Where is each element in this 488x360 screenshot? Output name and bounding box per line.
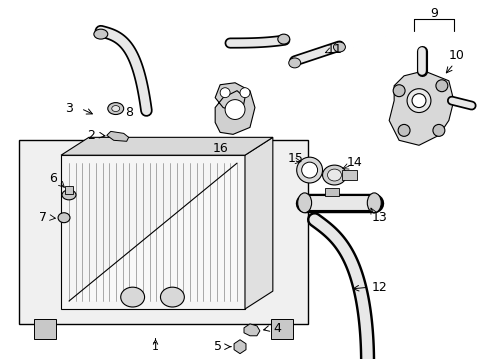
- Text: 5: 5: [214, 340, 222, 353]
- Ellipse shape: [121, 287, 144, 307]
- Polygon shape: [61, 137, 272, 155]
- Ellipse shape: [240, 88, 249, 98]
- Ellipse shape: [58, 213, 70, 223]
- Ellipse shape: [94, 29, 107, 39]
- Ellipse shape: [432, 125, 444, 136]
- Bar: [61, 155, 244, 309]
- Text: 8: 8: [124, 106, 132, 119]
- Ellipse shape: [288, 58, 300, 68]
- Polygon shape: [215, 83, 254, 134]
- Text: 3: 3: [65, 102, 73, 115]
- Ellipse shape: [397, 125, 409, 136]
- Text: 7: 7: [39, 211, 47, 224]
- Ellipse shape: [220, 88, 230, 98]
- Polygon shape: [106, 131, 128, 141]
- Bar: [324, 188, 339, 196]
- Ellipse shape: [301, 162, 317, 178]
- Ellipse shape: [435, 80, 447, 92]
- Ellipse shape: [322, 165, 346, 185]
- Polygon shape: [388, 71, 453, 145]
- Ellipse shape: [411, 94, 425, 108]
- Text: 4: 4: [273, 322, 281, 336]
- Ellipse shape: [327, 169, 341, 181]
- Text: 13: 13: [370, 211, 386, 224]
- Polygon shape: [244, 324, 260, 336]
- Polygon shape: [244, 137, 272, 309]
- Ellipse shape: [107, 103, 123, 114]
- Ellipse shape: [366, 193, 381, 213]
- Text: 9: 9: [429, 7, 437, 20]
- Ellipse shape: [160, 287, 184, 307]
- Text: 11: 11: [326, 42, 342, 55]
- Ellipse shape: [62, 190, 76, 200]
- Text: 15: 15: [287, 152, 303, 165]
- Text: 6: 6: [49, 171, 57, 185]
- Ellipse shape: [333, 42, 345, 52]
- Polygon shape: [69, 163, 237, 301]
- Bar: [65, 186, 73, 194]
- Polygon shape: [234, 340, 245, 354]
- Bar: [270, 319, 292, 339]
- Bar: [34, 319, 56, 339]
- Ellipse shape: [277, 34, 289, 44]
- Ellipse shape: [224, 100, 244, 120]
- Ellipse shape: [296, 157, 322, 183]
- Ellipse shape: [112, 105, 120, 112]
- Ellipse shape: [406, 89, 430, 113]
- Text: 10: 10: [448, 49, 464, 63]
- Text: 1: 1: [152, 339, 159, 352]
- Text: 14: 14: [346, 156, 362, 168]
- Ellipse shape: [297, 193, 311, 213]
- Bar: [19, 140, 307, 324]
- Text: 12: 12: [370, 281, 386, 294]
- Text: 16: 16: [212, 142, 227, 155]
- Ellipse shape: [392, 85, 404, 96]
- Text: 2: 2: [87, 129, 95, 142]
- Bar: [342, 170, 357, 180]
